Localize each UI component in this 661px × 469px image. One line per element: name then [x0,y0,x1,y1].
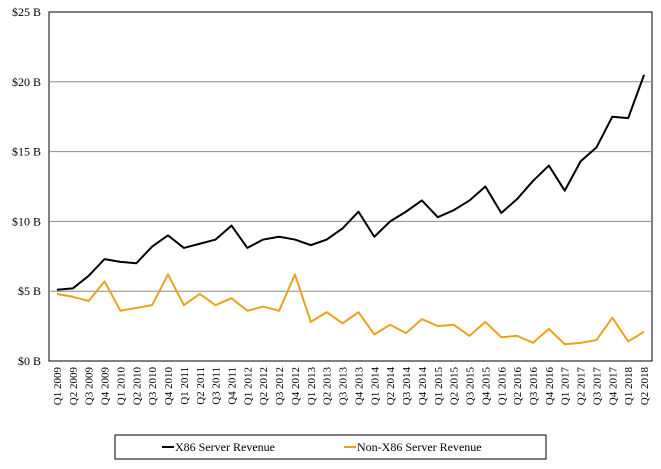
series-line-x86 [56,74,646,291]
x-tick-label: Q2 2016 [512,367,524,406]
x-tick-label: Q3 2015 [465,367,477,406]
x-tick-label: Q1 2018 [623,367,635,406]
legend-frame [114,434,547,460]
y-tick-label: $10 B [12,214,41,228]
x-tick-label: Q1 2009 [52,367,64,406]
x-tick-label: Q4 2009 [100,367,112,406]
y-tick-label: $15 B [12,145,41,159]
x-axis: Q1 2009 Q2 2009 Q3 2009 Q4 2009 Q1 2010 Q2 20… [52,367,651,406]
plot-area [48,11,653,362]
x-tick-label: Q2 2010 [131,367,143,406]
y-tick-label: $25 B [12,5,41,19]
plot-frame [48,11,653,362]
x-tick-label: Q2 2015 [449,367,461,406]
x-tick-label: Q4 2015 [480,367,492,406]
x-tick-label: Q1 2013 [306,367,318,406]
legend-label-non-x86: Non-X86 Server Revenue [357,440,482,454]
x-tick-label: Q3 2017 [591,367,603,406]
x-tick-label: Q4 2011 [226,367,238,405]
x-tick-label: Q3 2016 [528,367,540,406]
y-axis: $0 B $5 B $10 B $15 B $20 B $25 B [12,5,41,368]
series-lines [56,74,646,346]
x-tick-label: Q1 2014 [369,367,381,406]
x-tick-label: Q1 2017 [560,367,572,406]
x-tick-label: Q4 2014 [417,367,429,406]
x-tick-label: Q2 2018 [639,367,651,406]
x-tick-label: Q2 2012 [258,367,270,405]
x-tick-label: Q1 2016 [496,367,508,406]
x-tick-label: Q2 2011 [195,367,207,405]
x-tick-label: Q2 2017 [576,367,588,406]
x-tick-label: Q4 2017 [607,367,619,406]
series-line-non-x86 [56,273,645,346]
x-tick-label: Q1 2015 [433,367,445,406]
x-tick-label: Q3 2013 [338,367,350,406]
y-tick-label: $20 B [12,75,41,89]
x-tick-label: Q3 2011 [211,367,223,405]
x-tick-label: Q4 2010 [163,367,175,406]
x-tick-label: Q4 2013 [353,367,365,406]
legend-label-x86: X86 Server Revenue [175,440,275,454]
x-tick-label: Q3 2014 [401,367,413,406]
x-tick-label: Q1 2011 [179,367,191,405]
x-tick-label: Q2 2009 [68,367,80,406]
y-tick-label: $0 B [18,354,41,368]
gridlines [49,81,652,292]
x-tick-label: Q3 2010 [147,367,159,406]
x-tick-label: Q1 2012 [242,367,254,405]
x-tick-label: Q4 2012 [290,367,302,405]
x-tick-label: Q4 2016 [544,367,556,406]
x-tick-label: Q3 2012 [274,367,286,405]
x-tick-label: Q3 2009 [84,367,96,406]
x-tick-label: Q2 2013 [322,367,334,406]
x-tick-label: Q2 2014 [385,367,397,406]
legend: X86 Server Revenue Non-X86 Server Revenu… [114,434,547,460]
x-tick-label: Q1 2010 [115,367,127,406]
y-tick-label: $5 B [18,284,41,298]
